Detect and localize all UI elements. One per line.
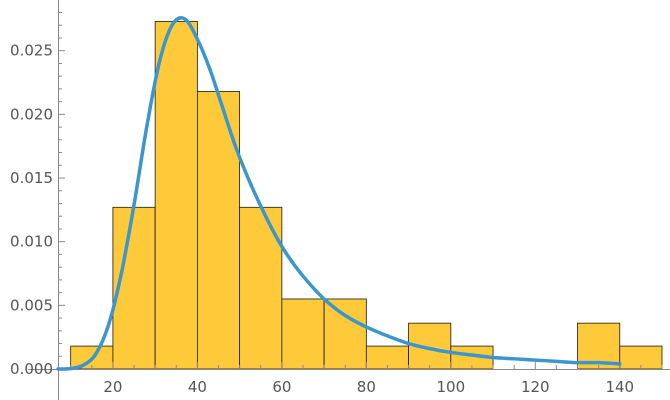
- histogram-bars: [70, 21, 663, 370]
- y-tick-label-5: 0.025: [10, 42, 53, 60]
- y-tick-label-4: 0.020: [10, 105, 53, 123]
- x-tick-label-20: 20: [103, 378, 122, 396]
- x-tick-label-40: 40: [188, 378, 207, 396]
- histogram-bar-5: [281, 298, 325, 370]
- x-tick-label-140: 140: [605, 378, 634, 396]
- x-tick-label-100: 100: [436, 378, 465, 396]
- x-tick-label-80: 80: [357, 378, 376, 396]
- y-tick-label-2: 0.010: [10, 233, 53, 251]
- y-tick-label-3: 0.015: [10, 169, 53, 187]
- histogram-bar-1: [112, 206, 156, 370]
- histogram-bar-3: [196, 91, 241, 370]
- y-tick-label-1: 0.005: [10, 296, 53, 314]
- histogram-bar-6: [323, 298, 367, 370]
- histogram-bar-2: [154, 21, 198, 370]
- density-curve: [56, 16, 622, 371]
- y-ticks: 0.000 0.005 0.010 0.015 0.020 0.025: [10, 12, 65, 378]
- y-tick-label-0: 0.000: [10, 360, 53, 378]
- histogram-bar-4: [239, 206, 283, 370]
- axes: 20 40 60 80 100 120 140 0.0000.0050.0100.0150.…: [10, 0, 670, 400]
- x-ticks: 20 40 60 80 100 120 140: [70, 362, 663, 396]
- x-tick-label-120: 120: [521, 378, 550, 396]
- x-tick-label-60: 60: [272, 378, 291, 396]
